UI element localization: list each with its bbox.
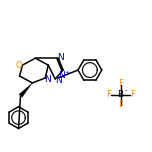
Text: B: B — [117, 90, 124, 99]
Text: O: O — [15, 61, 22, 70]
Text: F: F — [130, 90, 135, 99]
Polygon shape — [19, 83, 32, 97]
Text: F: F — [118, 101, 123, 110]
Text: +: + — [64, 69, 70, 74]
Text: F: F — [118, 79, 123, 88]
Text: N: N — [58, 71, 64, 81]
Text: N: N — [55, 76, 62, 85]
Text: N: N — [57, 53, 64, 62]
Text: -: - — [124, 87, 127, 93]
Text: N: N — [44, 75, 51, 85]
Text: F: F — [106, 90, 111, 99]
